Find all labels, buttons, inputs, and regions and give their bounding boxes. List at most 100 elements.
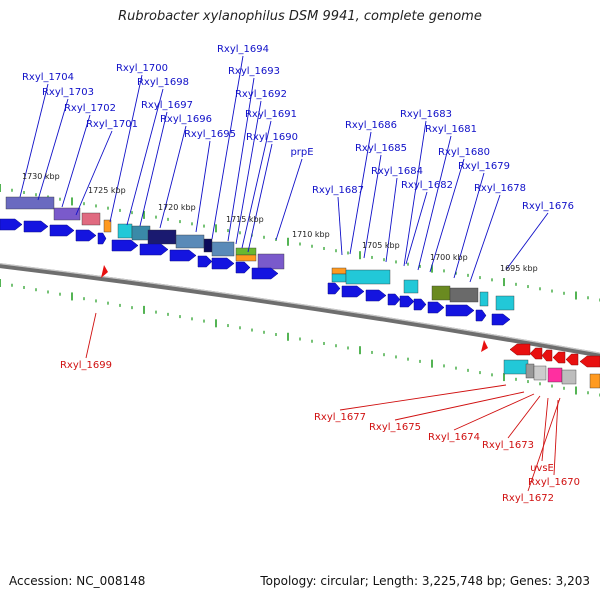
leader-line	[227, 77, 255, 242]
feature-block	[525, 363, 535, 379]
gene-label: Rxyl_1674	[428, 432, 480, 443]
genome-backbone	[0, 263, 600, 358]
forward-gene-arrow	[139, 243, 169, 256]
reverse-gene-arrow	[541, 349, 553, 362]
ruler-tick-label: 1720 kbp	[158, 203, 196, 212]
leader-line	[394, 391, 525, 421]
gene-label: Rxyl_1694	[217, 44, 269, 55]
gene-label: Rxyl_1687	[312, 185, 364, 196]
reverse-gene-arrow	[565, 353, 579, 366]
forward-gene-arrow	[235, 261, 251, 274]
feature-blocks	[5, 196, 600, 389]
leader-line	[37, 98, 69, 201]
feature-block	[561, 369, 577, 385]
gene-label: Rxyl_1704	[22, 72, 74, 83]
reverse-gene-arrow	[552, 351, 566, 364]
gene-labels: 1730 kbp 1725 kbp 1720 kbp 1715 kbp 1710 kbp…	[22, 44, 580, 504]
gene-label: Rxyl_1676	[522, 201, 574, 212]
feature-block	[257, 253, 285, 270]
forward-gene-arrow	[327, 282, 341, 295]
ruler-tick-label: 1725 kbp	[88, 186, 126, 195]
forward-gene-arrow	[413, 298, 427, 311]
backbone-line	[0, 263, 600, 358]
gene-label: Rxyl_1678	[474, 183, 526, 194]
gene-label: Rxyl_1702	[64, 103, 116, 114]
forward-gene-arrow	[491, 313, 511, 326]
leader-line	[429, 158, 465, 273]
feature-block	[203, 238, 213, 253]
forward-gene-arrow	[445, 304, 475, 317]
leader-line	[75, 130, 113, 216]
gene-label: Rxyl_1675	[369, 422, 421, 433]
feature-block	[503, 359, 529, 375]
forward-gene-arrow	[111, 239, 139, 252]
leader-line	[337, 196, 343, 256]
leader-line	[85, 312, 97, 359]
feature-block	[5, 196, 55, 210]
gene-label: Rxyl_1684	[371, 166, 423, 177]
forward-gene-arrow	[169, 249, 197, 262]
feature-block	[403, 279, 419, 294]
forward-gene-arrow	[23, 220, 49, 233]
gene-label: Rxyl_1690	[246, 132, 298, 143]
gene-label: uvsE	[530, 463, 554, 474]
leader-line	[139, 111, 168, 227]
gene-label: Rxyl_1700	[116, 63, 168, 74]
forward-gene-arrow	[427, 301, 445, 314]
gene-label: Rxyl_1692	[235, 89, 287, 100]
feature-block	[589, 373, 600, 389]
gene-label: Rxyl_1673	[482, 440, 534, 451]
gene-label: Rxyl_1696	[160, 114, 212, 125]
gene-label: Rxyl_1701	[86, 119, 138, 130]
gene-label: Rxyl_1679	[458, 161, 510, 172]
leader-line	[417, 135, 452, 271]
label-leaders	[19, 55, 561, 492]
leader-line	[195, 140, 211, 233]
ruler-tick-label: 1700 kbp	[430, 253, 468, 262]
leader-line	[505, 212, 549, 271]
map-title: Rubrobacter xylanophilus DSM 9941, compl…	[118, 9, 482, 24]
forward-gene-arrow	[399, 295, 415, 308]
leader-line	[527, 397, 561, 492]
gene-label: Rxyl_1695	[184, 129, 236, 140]
reverse-gene-arrow	[481, 340, 488, 352]
gene-label: Rxyl_1681	[425, 124, 477, 135]
feature-block	[345, 269, 391, 285]
feature-block	[117, 223, 133, 239]
gene-arrows	[0, 218, 600, 368]
forward-gene-arrow	[197, 255, 213, 268]
leader-line	[405, 191, 428, 265]
feature-block	[431, 285, 451, 301]
gene-label: Rxyl_1693	[228, 66, 280, 77]
reverse-gene-arrow	[101, 265, 108, 278]
gene-label: Rxyl_1672	[502, 493, 554, 504]
leader-line	[211, 55, 244, 240]
leader-line	[403, 120, 427, 267]
leader-line	[507, 395, 541, 439]
leader-line	[469, 194, 501, 283]
feature-block	[235, 247, 257, 256]
gene-label: Rxyl_1686	[345, 120, 397, 131]
leader-line	[19, 83, 49, 198]
ruler-tick-label: 1705 kbp	[362, 241, 400, 250]
gene-label: Rxyl_1697	[141, 100, 193, 111]
forward-gene-arrow	[97, 232, 107, 245]
feature-block	[235, 254, 257, 262]
leader-line	[339, 384, 507, 411]
feature-block	[331, 273, 347, 283]
leader-line	[453, 172, 485, 279]
forward-gene-arrow	[365, 289, 387, 302]
leader-line	[159, 125, 187, 229]
forward-gene-arrow	[387, 293, 401, 306]
gene-label: prpE	[290, 147, 313, 158]
gene-label: Rxyl_1683	[400, 109, 452, 120]
gene-label: Rxyl_1670	[528, 477, 580, 488]
gene-label: Rxyl_1699	[60, 360, 112, 371]
feature-block	[495, 295, 515, 311]
leader-line	[541, 397, 549, 462]
genome-summary-text: Topology: circular; Length: 3,225,748 bp…	[260, 574, 590, 588]
leader-line	[349, 131, 372, 255]
ruler-tick-label: 1695 kbp	[500, 264, 538, 273]
feature-block	[547, 367, 563, 383]
